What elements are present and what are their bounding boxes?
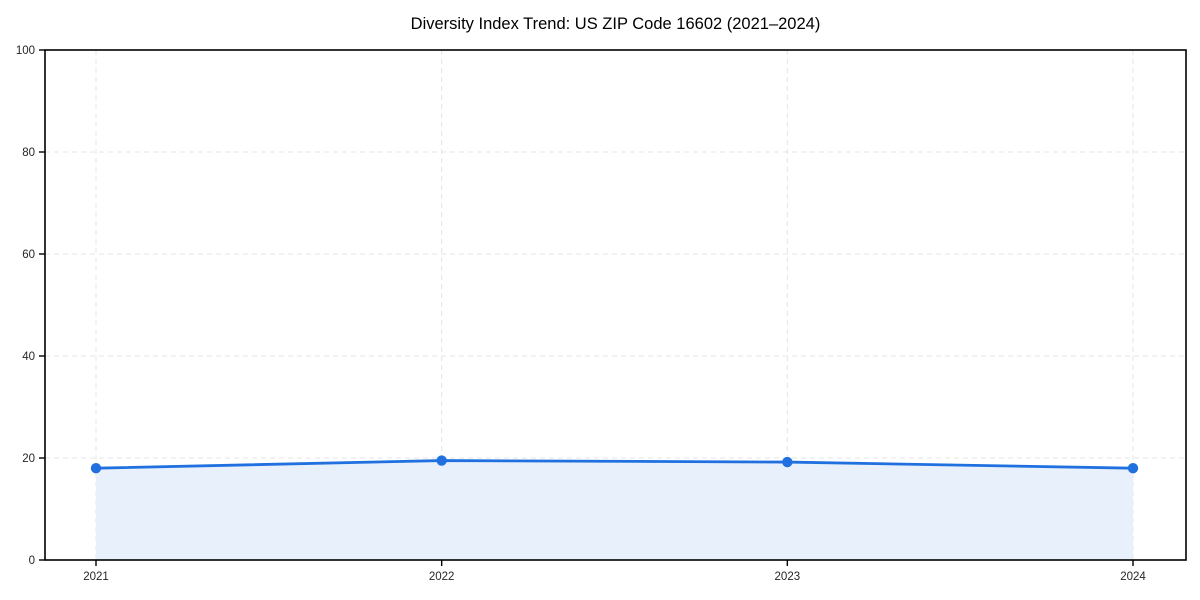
- data-point-2021: [90, 463, 102, 474]
- y-tick-label: 60: [22, 249, 35, 261]
- y-tick-label: 20: [22, 453, 35, 465]
- data-points: [90, 455, 1139, 474]
- x-tick-label: 2023: [775, 571, 801, 583]
- x-axis-labels: 2021 2022 2023 2024: [83, 571, 1146, 583]
- trend-line: [94, 459, 1135, 470]
- x-tick-label: 2022: [429, 571, 455, 583]
- data-point-2023: [782, 456, 793, 468]
- y-axis-labels: 0 20 40 60 80 100: [16, 45, 35, 567]
- plot-frame: [44, 49, 1187, 561]
- tick-marks: [39, 49, 1134, 566]
- y-tick-label: 0: [29, 555, 35, 567]
- series-area-fill: [96, 460, 1133, 560]
- y-tick-label: 80: [22, 147, 35, 159]
- x-tick-label: 2021: [83, 571, 109, 583]
- y-tick-label: 100: [16, 45, 35, 57]
- series-line: [94, 459, 1135, 470]
- data-point-2024: [1127, 463, 1139, 474]
- x-tick-label: 2024: [1120, 571, 1146, 583]
- area-fill: [96, 460, 1133, 560]
- y-tick-label: 40: [22, 351, 35, 363]
- data-point-2022: [436, 455, 447, 466]
- axes-frame: [44, 49, 1187, 561]
- chart-title: Diversity Index Trend: US ZIP Code 16602…: [411, 15, 821, 33]
